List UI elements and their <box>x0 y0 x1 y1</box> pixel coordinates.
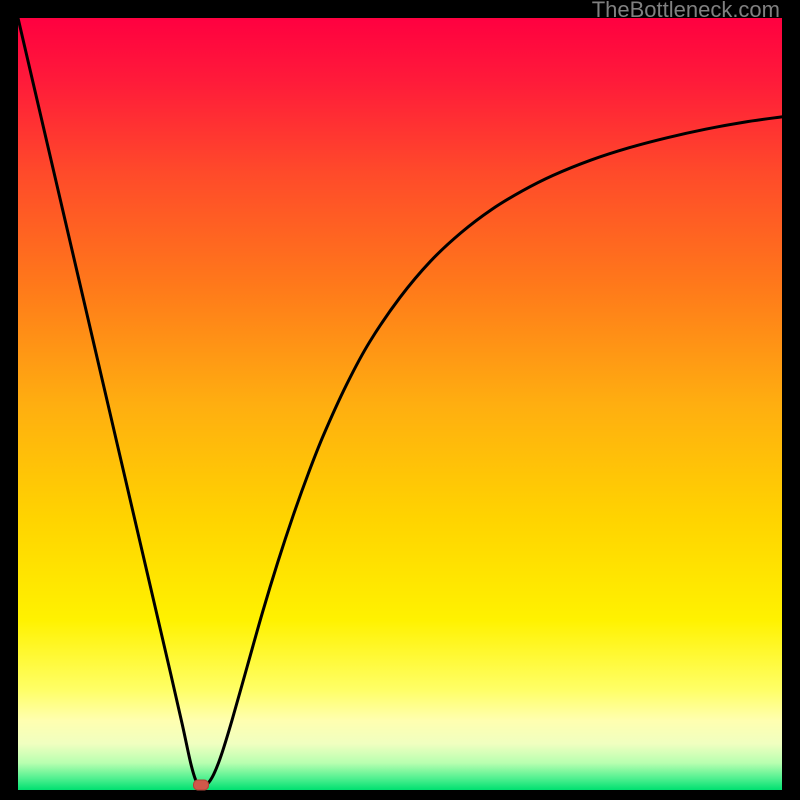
attribution-label: TheBottleneck.com <box>592 0 780 22</box>
chart-border-left <box>0 0 18 800</box>
plot-area <box>18 18 782 790</box>
chart-border-bottom <box>0 790 800 800</box>
minimum-marker <box>193 780 209 791</box>
attribution-text: TheBottleneck.com <box>592 0 780 23</box>
bottleneck-curve <box>18 18 782 790</box>
chart-container: TheBottleneck.com <box>0 0 800 800</box>
chart-border-right <box>782 0 800 800</box>
